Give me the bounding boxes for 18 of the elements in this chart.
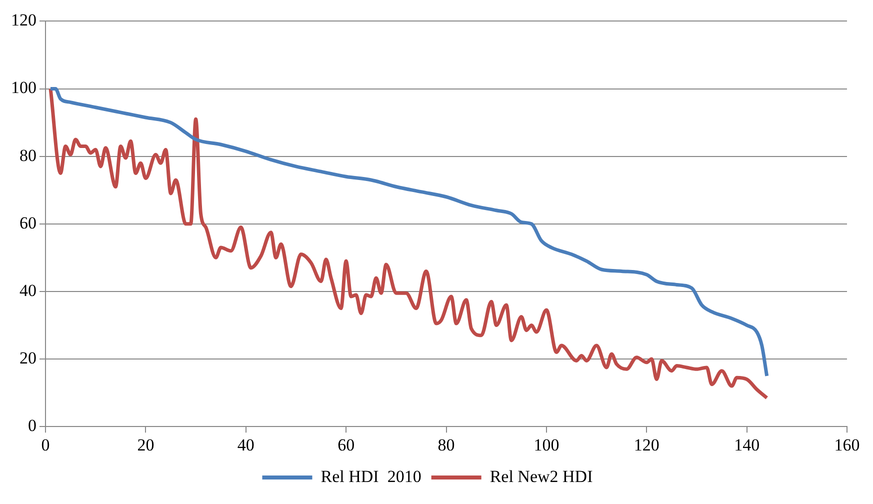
x-tick-label: 140 <box>734 435 760 454</box>
y-tick-label: 40 <box>20 280 36 300</box>
x-tick-label: 60 <box>338 435 355 454</box>
x-tick-label: 120 <box>634 435 660 454</box>
y-tick-label: 120 <box>11 10 36 30</box>
legend-label: Rel HDI 2010 <box>320 466 422 486</box>
legend-label: Rel New2 HDI <box>490 466 594 486</box>
x-tick-label: 80 <box>438 435 455 454</box>
y-tick-label: 0 <box>28 416 36 436</box>
x-tick-label: 100 <box>534 435 560 454</box>
x-tick-label: 160 <box>834 435 860 454</box>
x-tick-label: 0 <box>41 435 50 454</box>
y-tick-label: 80 <box>20 146 36 165</box>
y-tick-label: 100 <box>11 78 36 98</box>
y-tick-label: 60 <box>20 213 36 232</box>
x-tick-label: 40 <box>237 435 254 454</box>
x-tick-label: 20 <box>137 435 154 454</box>
y-tick-label: 20 <box>20 348 36 368</box>
